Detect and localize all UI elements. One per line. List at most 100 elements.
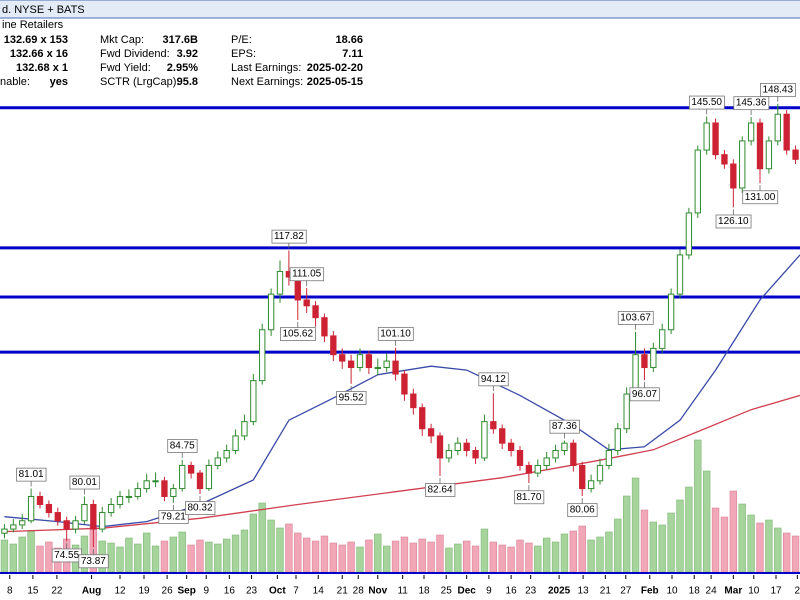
annotation-label: 80.32 [187,503,212,514]
candle-body [472,450,479,459]
annotation-box [617,311,654,325]
volume-bar [534,545,542,573]
annotation-box [78,554,109,569]
price-annotation: 131.00 [742,185,779,205]
quote-label: nable: [0,76,30,88]
candle-body [347,360,355,369]
candle-body [614,428,621,452]
candle-body [490,421,497,430]
price-annotation: 101.10 [377,326,414,346]
volume-bar [356,546,364,573]
volume-bar [480,528,489,573]
candle-body [543,457,550,466]
volume-bar [231,534,240,573]
volume-bar [560,533,569,573]
candle-body [10,524,17,530]
annotation-label: 103.67 [620,312,651,323]
candle-body [143,480,150,490]
volume-bar [525,542,533,573]
volume-bar [214,543,222,573]
price-annotation: 80.32 [185,495,216,515]
price-annotation: 111.05 [289,267,325,287]
stat-value: 18.66 [335,34,363,46]
candle-body [241,421,248,437]
x-tick-label: 2025 [548,586,571,597]
annotation-box [336,391,367,405]
volume-bar [205,541,213,573]
annotation-label: 131.00 [745,192,776,203]
stat-label: Fwd Dividend: [100,48,170,60]
price-annotation: 79.21 [158,504,189,524]
annotation-label: 145.50 [691,97,722,108]
volume-bar [169,536,178,573]
candle-body [19,520,26,526]
stat-label: Last Earnings: [231,62,301,74]
candle-body [419,407,426,430]
candle-body [303,299,310,307]
volume-bar [36,545,44,573]
candle-body [712,122,719,156]
annotation-label: 80.06 [570,505,595,516]
annotation-label: 111.05 [292,269,322,280]
candle-body [392,360,399,375]
price-annotation: 80.01 [69,475,100,495]
x-tick-label: 18 [418,586,430,597]
x-tick-label: Aug [82,586,101,597]
annotation-label: 145.36 [736,98,767,109]
annotation-box [425,483,456,497]
candle-body [756,122,764,170]
x-tick-label: 19 [138,586,150,597]
candle-body [54,512,61,522]
candle-body [445,450,453,459]
volume-bar [507,546,515,573]
stat-label: Mkt Cap: [100,34,144,46]
x-tick-label: 27 [620,586,632,597]
candle-body [179,464,186,490]
candle-body [1,528,8,534]
stat-value: 7.11 [342,48,363,60]
volume-bar [365,539,373,573]
volume-bar [134,543,142,573]
price-annotation: 87.36 [549,419,580,439]
candle-body [356,354,364,369]
candle-body [454,442,461,452]
volume-bar [240,529,249,573]
x-tick-label: 9 [486,586,492,597]
x-tick-label: 28 [353,586,365,597]
annotation-label: 126.10 [718,216,749,227]
annotation-box [16,467,47,482]
volume-bar [614,518,622,573]
annotation-label: 81.70 [516,492,541,503]
candle-body [507,442,515,452]
volume-bar [258,502,266,573]
annotation-label: 101.10 [380,328,411,339]
annotation-box [271,229,307,244]
x-axis-band [0,575,800,600]
candle-body [516,450,524,466]
volume-bar [27,530,35,573]
x-tick-label: 22 [51,586,63,597]
price-annotation: 103.67 [617,311,654,330]
volume-bar [791,535,800,573]
volume-bar [685,486,693,573]
volume-bar [151,545,160,573]
price-annotation: 96.07 [629,382,660,402]
moving-average-line [4,254,800,528]
candle-body [81,503,88,522]
volume-bar [729,490,738,573]
annotation-box [185,501,216,515]
volume-bar [249,513,258,573]
annotation-box [280,327,316,341]
volume-bar [311,540,320,573]
volume-bar [445,547,453,573]
annotation-label: 96.07 [632,389,657,400]
candle-body [276,270,284,295]
volume-bar [427,541,435,573]
volume-bar [178,531,186,573]
price-annotation: 81.70 [513,485,545,505]
candle-body [579,464,586,490]
volume-bar [658,524,666,573]
x-tick-label: Oct [269,586,286,597]
price-annotation: 117.82 [271,229,307,249]
